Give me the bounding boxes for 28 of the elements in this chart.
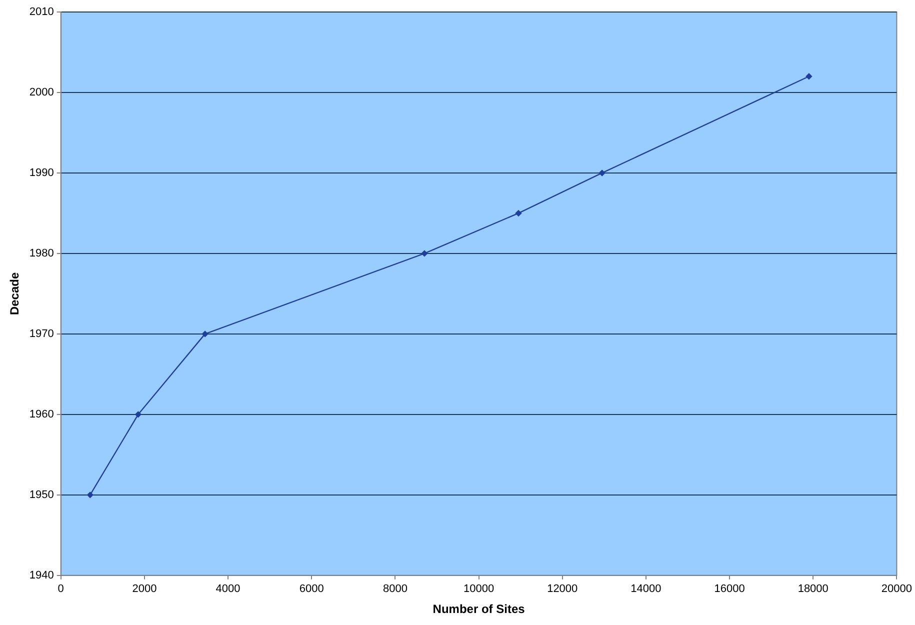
x-tick-label: 14000 (630, 583, 662, 596)
point (515, 210, 522, 216)
x-tick-label: 2000 (132, 583, 157, 596)
point (598, 170, 606, 176)
point (202, 330, 208, 338)
x-tick-label: 4000 (216, 583, 240, 596)
y-tick-label: 2000 (29, 86, 54, 99)
x-tick-label: 6000 (299, 583, 324, 596)
point (421, 250, 428, 257)
y-tick-label: 1940 (29, 569, 54, 582)
point (135, 411, 142, 418)
x-tick-label: 12000 (547, 583, 578, 596)
y-tick-label: 2010 (29, 6, 54, 18)
y-tick-label: 1980 (29, 247, 54, 260)
y-tick-label: 1970 (29, 328, 54, 340)
x-tick-label: 20000 (881, 583, 912, 596)
x-tick-label: 8000 (382, 583, 408, 596)
x-axis-title: Number of Sites (432, 602, 526, 616)
y-tick-label: 1960 (29, 408, 54, 420)
x-tick-label: 0 (58, 583, 64, 596)
point (806, 73, 812, 80)
point (87, 492, 94, 498)
y-axis-title: Decade (8, 272, 22, 316)
x-tick-label: 16000 (714, 583, 745, 596)
x-tick-label: 10000 (463, 583, 494, 596)
x-tick-label: 18000 (798, 583, 828, 596)
y-tick-label: 1950 (29, 488, 54, 501)
y-tick-label: 1990 (29, 167, 54, 180)
